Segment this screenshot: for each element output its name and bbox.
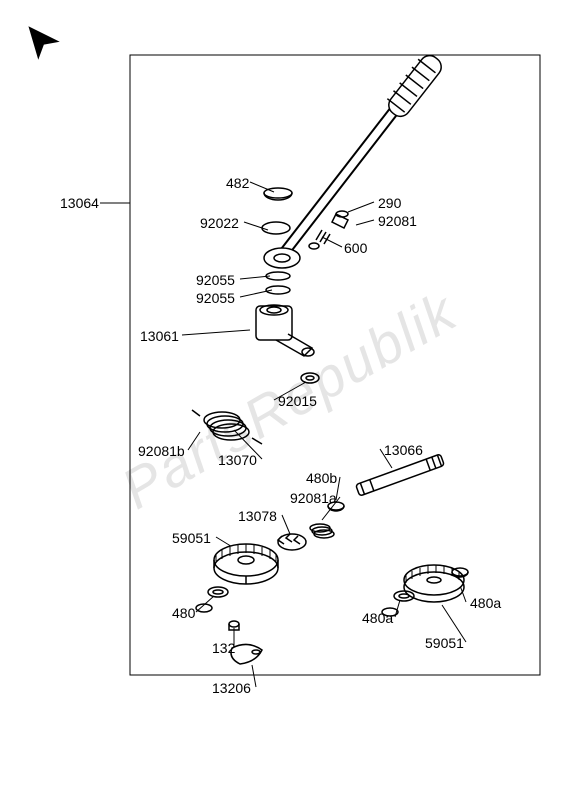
label-13206: 13206 bbox=[212, 680, 251, 696]
label-92081b: 92081b bbox=[138, 443, 185, 459]
label-290: 290 bbox=[378, 195, 401, 211]
label-92081: 92081 bbox=[378, 213, 417, 229]
label-480b: 480b bbox=[306, 470, 337, 486]
label-92055a: 92055 bbox=[196, 272, 235, 288]
label-13064: 13064 bbox=[60, 195, 99, 211]
label-13070: 13070 bbox=[218, 452, 257, 468]
label-92022: 92022 bbox=[200, 215, 239, 231]
label-13078: 13078 bbox=[238, 508, 277, 524]
label-92055b: 92055 bbox=[196, 290, 235, 306]
label-13061: 13061 bbox=[140, 328, 179, 344]
label-132: 132 bbox=[212, 640, 235, 656]
label-482: 482 bbox=[226, 175, 249, 191]
diagram-container: PartsRepublik bbox=[0, 0, 578, 800]
label-480a2: 480a bbox=[470, 595, 501, 611]
label-600: 600 bbox=[344, 240, 367, 256]
label-59051: 59051 bbox=[172, 530, 211, 546]
label-480a1: 480a bbox=[362, 610, 393, 626]
label-59051b: 59051 bbox=[425, 635, 464, 651]
label-92015: 92015 bbox=[278, 393, 317, 409]
label-13066: 13066 bbox=[384, 442, 423, 458]
label-92081a: 92081a bbox=[290, 490, 337, 506]
label-480: 480 bbox=[172, 605, 195, 621]
